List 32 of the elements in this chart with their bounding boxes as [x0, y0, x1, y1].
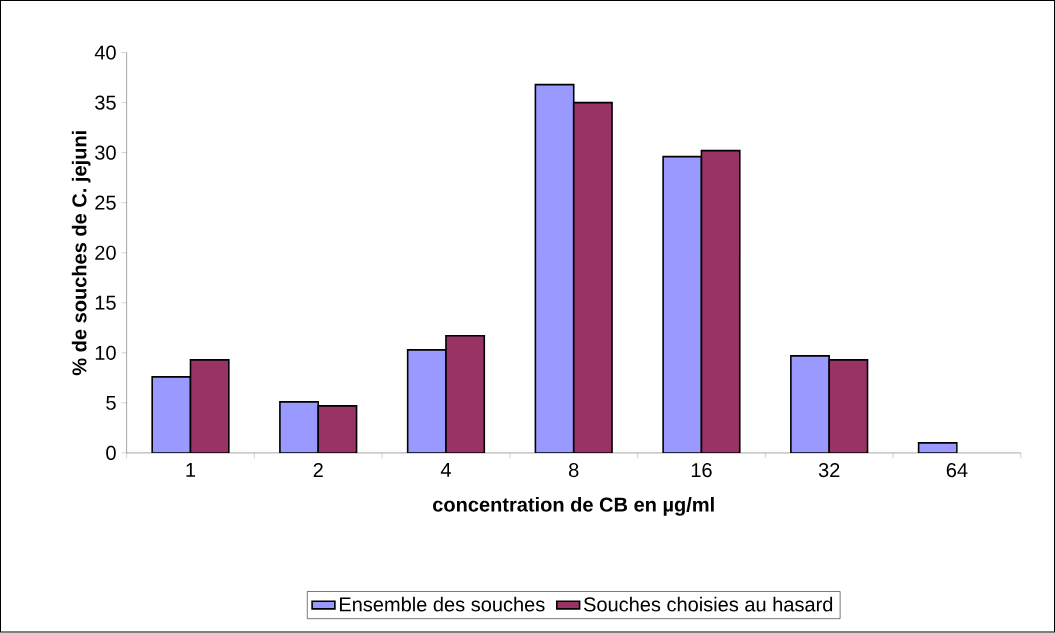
x-axis-title: concentration de CB en µg/ml	[433, 497, 714, 516]
legend-label: Souches choisies au hasard	[583, 597, 833, 612]
y-tick-label: 0	[106, 446, 116, 461]
bar	[662, 156, 703, 454]
legend-label: Ensemble des souches	[339, 597, 545, 612]
x-tick-label: 1	[186, 463, 196, 477]
y-tick-label: 15	[95, 296, 116, 310]
y-tick-label: 35	[95, 95, 116, 110]
bar	[700, 150, 741, 454]
bar	[445, 335, 486, 454]
y-tick-label: 25	[95, 195, 116, 210]
x-tick-label: 16	[691, 463, 712, 478]
x-tick-label: 8	[569, 463, 579, 478]
y-tick-label: 5	[106, 396, 116, 411]
y-tick-label: 20	[95, 245, 116, 261]
x-tick-label: 4	[440, 463, 451, 477]
bar	[572, 102, 613, 454]
bar	[151, 376, 192, 454]
y-tick-label: 40	[94, 45, 116, 60]
y-tick-label: 10	[95, 345, 116, 361]
bar	[406, 349, 447, 454]
bar	[828, 359, 869, 454]
x-tick-label: 32	[818, 463, 840, 478]
x-tick-label: 2	[313, 463, 323, 478]
y-axis-title: % de souches de C. jejuni	[71, 131, 91, 376]
x-tick-label: 64	[946, 463, 968, 478]
bar	[534, 83, 575, 454]
bar	[279, 401, 320, 454]
bar	[317, 405, 358, 454]
bar	[790, 355, 830, 454]
bar	[189, 359, 230, 454]
y-tick-label: 30	[95, 145, 116, 160]
